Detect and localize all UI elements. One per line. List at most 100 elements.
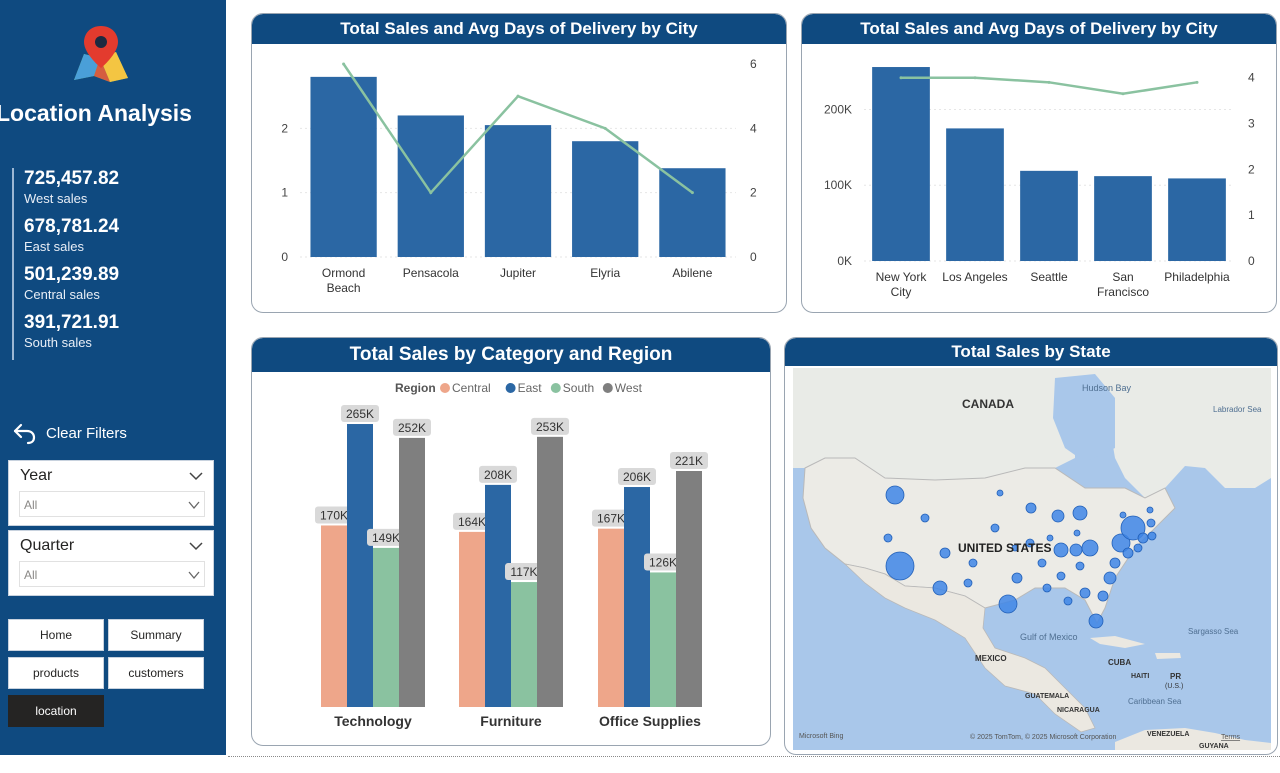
nav-products-button[interactable]: products bbox=[8, 657, 104, 689]
category-region-chart-card: Total Sales by Category and Region Regio… bbox=[251, 337, 771, 746]
y-right-tick-label: 0 bbox=[1248, 254, 1255, 268]
x-tick-label: Los Angeles bbox=[942, 270, 1007, 284]
y-right-tick-label: 1 bbox=[1248, 208, 1255, 222]
bar bbox=[650, 572, 676, 707]
map-label-guyana: GUYANA bbox=[1199, 743, 1229, 750]
data-label-bg bbox=[453, 512, 491, 530]
legend-title: Region bbox=[395, 381, 436, 395]
bar bbox=[484, 125, 552, 257]
nav-summary-button[interactable]: Summary bbox=[108, 619, 204, 651]
map-label-gulf: Gulf of Mexico bbox=[1020, 632, 1078, 642]
sales-bubbles bbox=[883, 485, 1157, 629]
year-slicer: Year All bbox=[8, 460, 214, 526]
y-left-tick-label: 2 bbox=[281, 121, 288, 135]
x-tick-label: Jupiter bbox=[500, 266, 536, 280]
city-sales-chart-card-1: Total Sales and Avg Days of Delivery by … bbox=[251, 13, 787, 313]
line-point bbox=[516, 94, 520, 98]
legend-label: Central bbox=[452, 381, 491, 395]
map-label-canada: CANADA bbox=[962, 397, 1014, 411]
state-sales-map[interactable]: CANADA Hudson Bay Labrador Sea UNITED ST… bbox=[785, 338, 1278, 755]
data-label: 167K bbox=[597, 512, 625, 526]
chevron-down-icon[interactable] bbox=[189, 539, 203, 553]
x-tick-label: Pensacola bbox=[403, 266, 459, 280]
y-left-tick-label: 100K bbox=[824, 178, 852, 192]
chart-title: Total Sales and Avg Days of Delivery by … bbox=[252, 14, 786, 44]
x-tick-label: Elyria bbox=[590, 266, 620, 280]
data-label-bg bbox=[505, 563, 543, 581]
x-tick-label: City bbox=[891, 285, 912, 299]
kpi-value: 501,239.89 bbox=[24, 264, 120, 285]
kpi-value: 678,781.24 bbox=[24, 216, 120, 237]
line-point bbox=[690, 191, 694, 195]
map-label-venezuela: VENEZUELA bbox=[1147, 731, 1189, 738]
kpi-label: Central sales bbox=[24, 287, 100, 302]
data-label-bg bbox=[315, 506, 353, 524]
kpi-value: 725,457.82 bbox=[24, 168, 120, 189]
y-right-tick-label: 4 bbox=[750, 121, 757, 135]
bar bbox=[399, 437, 425, 707]
nav-customers-button[interactable]: customers bbox=[108, 657, 204, 689]
data-label: 170K bbox=[320, 508, 348, 522]
map-terms-link: Terms bbox=[1221, 734, 1241, 741]
kpi-west: 725,457.82 West sales bbox=[24, 168, 212, 208]
data-label: 265K bbox=[346, 407, 374, 421]
line-point bbox=[342, 62, 346, 66]
map-label-mexico: MEXICO bbox=[975, 654, 1007, 663]
legend-label: East bbox=[518, 381, 543, 395]
line-point bbox=[973, 76, 977, 80]
bar bbox=[659, 168, 726, 257]
chevron-down-icon[interactable] bbox=[189, 469, 203, 483]
x-tick-label: Ormond bbox=[322, 266, 365, 280]
bar bbox=[537, 436, 563, 707]
undo-arrow-icon bbox=[13, 423, 36, 445]
y-left-tick-label: 200K bbox=[824, 102, 852, 116]
bar bbox=[373, 547, 399, 707]
dropdown-value: All bbox=[24, 568, 38, 582]
quarter-dropdown[interactable]: All bbox=[19, 561, 205, 587]
bar bbox=[946, 128, 1004, 261]
kpi-value: 391,721.91 bbox=[24, 312, 120, 333]
line-point bbox=[1121, 92, 1125, 96]
clear-filters-label: Clear Filters bbox=[46, 424, 127, 442]
nav-location-button[interactable]: location bbox=[8, 695, 104, 727]
x-tick-label: Abilene bbox=[672, 266, 712, 280]
data-label-bg bbox=[393, 418, 431, 436]
legend-marker bbox=[440, 383, 450, 393]
nav-home-button[interactable]: Home bbox=[8, 619, 104, 651]
data-label: 221K bbox=[675, 454, 703, 468]
x-tick-label: Beach bbox=[327, 281, 361, 295]
bar bbox=[1168, 178, 1226, 261]
map-pin-icon bbox=[74, 26, 128, 82]
data-label: 208K bbox=[484, 468, 512, 482]
year-dropdown[interactable]: All bbox=[19, 491, 205, 517]
line-point bbox=[1047, 80, 1051, 84]
page-bottom-border bbox=[228, 756, 1280, 757]
state-sales-map-card: Total Sales by State bbox=[784, 337, 1278, 755]
data-label: 126K bbox=[649, 555, 677, 569]
y-right-tick-label: 0 bbox=[750, 250, 757, 264]
chart-title: Total Sales by Category and Region bbox=[252, 338, 770, 372]
legend-marker bbox=[505, 383, 516, 393]
map-label-caribbean: Caribbean Sea bbox=[1128, 697, 1182, 706]
kpi-east: 678,781.24 East sales bbox=[24, 216, 212, 256]
data-label-bg bbox=[367, 528, 405, 546]
kpi-central: 501,239.89 Central sales bbox=[24, 264, 212, 304]
legend-marker bbox=[550, 383, 561, 393]
bar bbox=[347, 424, 373, 707]
bar bbox=[1020, 170, 1078, 261]
clear-filters-button[interactable]: Clear Filters bbox=[12, 420, 127, 446]
bar bbox=[624, 487, 650, 707]
category-region-chart: Region Central East South West 170K 265K 149K 25… bbox=[315, 381, 708, 729]
sidebar: Location Analysis 725,457.82 West sales … bbox=[0, 0, 226, 755]
x-tick-label: Philadelphia bbox=[1164, 270, 1230, 284]
data-label-bg bbox=[670, 452, 708, 470]
data-label-bg bbox=[341, 405, 379, 423]
city-sales-chart-card-2: Total Sales and Avg Days of Delivery by … bbox=[801, 13, 1277, 313]
bar bbox=[459, 531, 485, 707]
line-point bbox=[603, 126, 607, 130]
kpi-label: East sales bbox=[24, 239, 84, 254]
x-tick-label: Seattle bbox=[1030, 270, 1068, 284]
bar bbox=[310, 76, 377, 257]
